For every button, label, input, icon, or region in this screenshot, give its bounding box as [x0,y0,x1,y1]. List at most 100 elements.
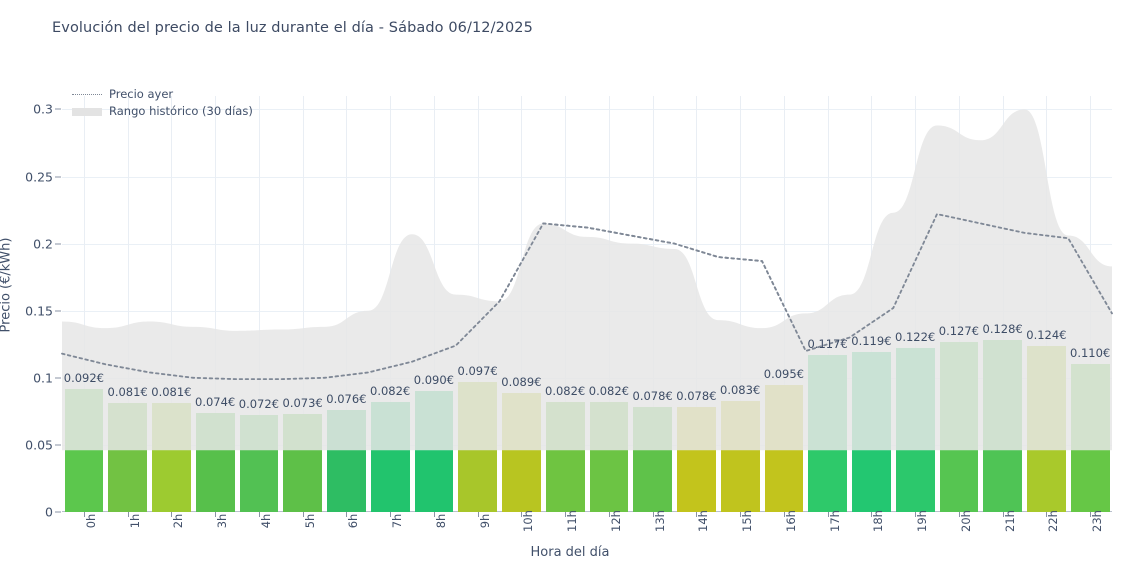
x-axis-tick-label: 3h [215,513,230,529]
band-swatch-icon [72,107,102,116]
x-axis-tick-mark [871,512,873,517]
gridline-vertical [215,96,217,512]
x-axis-tick-mark [740,512,742,517]
bar-value-label: 0.090€ [413,373,454,388]
gridline-vertical [740,96,742,512]
x-axis-tick-mark [783,512,785,517]
x-axis-tick-label: 19h [915,510,930,532]
x-axis-tick-label: 2h [171,513,186,529]
bar-value-label: 0.073€ [282,396,323,411]
x-axis-tick-mark [258,512,260,517]
series-overlay [61,109,1113,451]
x-axis-tick-mark [215,512,217,517]
x-axis-tick-label: 16h [783,510,798,532]
x-axis-tick-label: 20h [958,510,973,532]
plot-area: 0 0.05 0.1 0.15 0.2 0.25 0.3 0.092€ 0.081€ 0.081… [25,96,1113,532]
y-axis-tick-label: 0.15 [25,303,53,319]
bar-value-label: 0.095€ [763,366,804,381]
bar-value-label: 0.127€ [938,323,979,338]
x-axis-tick-label: 10h [521,510,536,532]
bar-value-label: 0.128€ [982,322,1023,337]
x-axis-tick-label: 11h [565,510,580,532]
x-axis-tick-label: 1h [127,513,142,529]
y-axis-tick-mark [55,511,61,513]
chart-legend: Precio ayer Rango histórico (30 días) [72,86,253,120]
x-axis-tick-mark [827,512,829,517]
x-axis-tick-mark [433,512,435,517]
y-axis-tick-label: 0.2 [33,236,53,252]
legend-item-precio-ayer[interactable]: Precio ayer [72,86,253,103]
x-axis-tick-mark [171,512,173,517]
x-axis-tick-mark [915,512,917,517]
x-axis-tick-mark [1002,512,1004,517]
x-axis-tick-mark [608,512,610,517]
bar-value-label: 0.074€ [195,394,236,409]
x-axis-tick-label: 6h [346,513,361,529]
x-axis-tick-mark [521,512,523,517]
x-axis-tick-label: 22h [1046,510,1061,532]
gridline-horizontal [62,176,1112,178]
x-axis-tick-mark [390,512,392,517]
y-axis-tick-label: 0.05 [25,437,53,453]
x-axis-tick-mark [302,512,304,517]
y-axis-tick-label: 0 [45,504,53,520]
y-axis-tick-mark [55,310,61,312]
y-axis-tick-mark [55,108,61,110]
y-axis-title: Precio (€/kWh) [0,237,14,333]
x-axis-tick-label: 8h [433,513,448,529]
bar-value-label: 0.082€ [588,383,629,398]
chart-title: Evolución del precio de la luz durante e… [52,20,533,36]
bar-value-label: 0.076€ [326,392,367,406]
legend-item-rango-historico[interactable]: Rango histórico (30 días) [72,103,253,120]
bar-value-label: 0.097€ [457,363,498,378]
gridline-vertical [83,96,85,512]
gridline-vertical [127,96,129,512]
bar-value-label: 0.078€ [676,389,717,404]
bar-value-label: 0.119€ [851,334,892,349]
bar-value-label: 0.122€ [895,330,936,345]
yesterday-price-line [61,213,1113,381]
x-axis-tick-label: 21h [1002,510,1017,532]
bar-value-label: 0.082€ [545,383,586,398]
gridline-vertical [258,96,260,512]
gridline-vertical [302,96,304,512]
x-axis-tick-mark [1090,512,1092,517]
x-axis-tick-label: 13h [652,510,667,532]
historical-range-band [62,109,1112,451]
x-axis-tick-mark [1046,512,1048,517]
bar-value-label: 0.078€ [632,389,673,404]
x-axis-tick-label: 17h [827,510,842,532]
x-axis-tick-mark [565,512,567,517]
x-axis-tick-mark [127,512,129,517]
x-axis-tick-label: 15h [740,510,755,532]
dotted-line-icon [72,94,102,95]
bar-value-label: 0.082€ [370,383,411,398]
x-axis-tick-label: 23h [1090,510,1105,532]
x-axis-tick-mark [696,512,698,517]
bar-value-label: 0.110€ [1070,346,1111,361]
gridline-vertical [783,96,785,512]
legend-label-precio-ayer: Precio ayer [109,87,174,101]
y-axis-tick-mark [55,444,61,446]
gridline-vertical [346,96,348,512]
x-axis-tick-label: 7h [390,513,405,529]
gridline-horizontal [62,109,1112,111]
bar-value-label: 0.083€ [720,382,761,397]
x-axis-tick-mark [346,512,348,517]
x-axis-tick-label: 4h [258,513,273,529]
x-axis-title: Hora del día [530,545,610,560]
x-axis-tick-label: 9h [477,513,492,529]
bar-value-label: 0.089€ [501,374,542,389]
x-axis-tick-label: 18h [871,510,886,532]
x-axis-tick-label: 14h [696,510,711,532]
bar-value-label: 0.092€ [63,370,104,385]
bar-value-label: 0.081€ [151,385,192,400]
y-axis-tick-label: 0.3 [33,101,53,117]
gridline-vertical [171,96,173,512]
y-axis-tick-mark [55,377,61,379]
bar-value-label: 0.124€ [1026,327,1067,342]
x-axis-tick-mark [958,512,960,517]
y-axis-tick-mark [55,243,61,245]
y-axis-tick-label: 0.25 [25,169,53,185]
